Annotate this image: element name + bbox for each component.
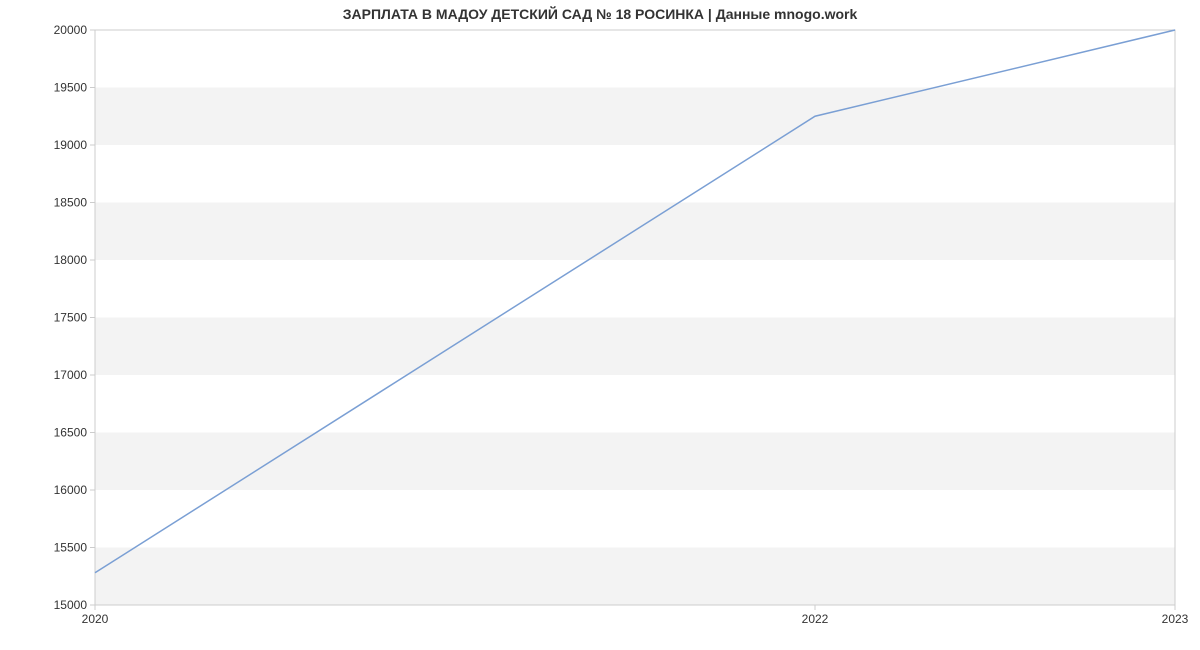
- y-tick-label: 19000: [54, 138, 88, 152]
- x-tick-label: 2020: [82, 612, 109, 626]
- y-tick-label: 16500: [54, 426, 88, 440]
- y-tick-label: 17000: [54, 368, 88, 382]
- chart-svg: 15000 15500 16000 16500 17000 17500 18000 18500…: [0, 0, 1200, 650]
- x-tick-label: 2022: [802, 612, 829, 626]
- x-tick-label: 2023: [1162, 612, 1189, 626]
- line-chart: ЗАРПЛАТА В МАДОУ ДЕТСКИЙ САД № 18 РОСИНК…: [0, 0, 1200, 650]
- y-tick-label: 19500: [54, 81, 88, 95]
- y-tick-label: 18500: [54, 196, 88, 210]
- y-tick-label: 15000: [54, 598, 88, 612]
- y-tick-label: 18000: [54, 253, 88, 267]
- y-tick-label: 17500: [54, 311, 88, 325]
- y-tick-label: 20000: [54, 23, 88, 37]
- y-tick-label: 16000: [54, 483, 88, 497]
- y-tick-label: 15500: [54, 541, 88, 555]
